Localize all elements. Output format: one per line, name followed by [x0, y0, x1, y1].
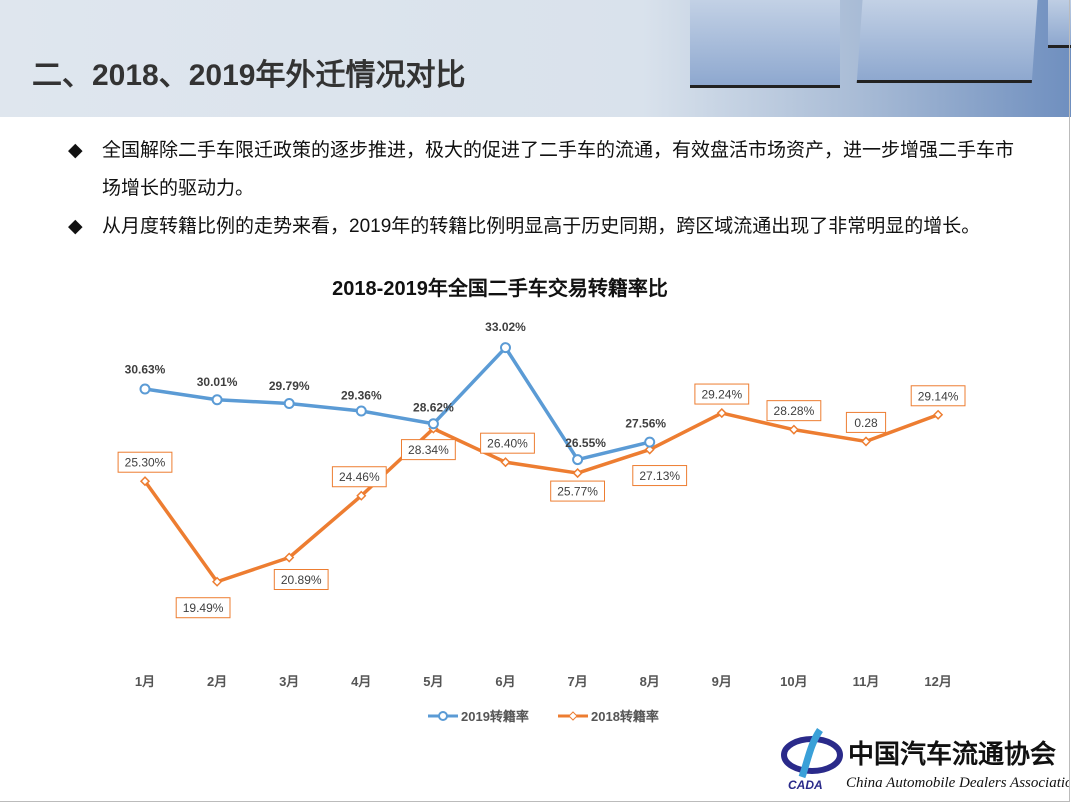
x-tick-label: 8月 [640, 674, 660, 689]
data-label: 0.28 [854, 416, 878, 430]
x-tick-label: 3月 [279, 674, 299, 689]
data-label: 27.56% [625, 417, 666, 431]
data-point [500, 342, 511, 354]
data-point [572, 468, 583, 479]
header-banner: 二、2018、2019年外迁情况对比 [0, 0, 1071, 117]
x-tick-label: 1月 [135, 674, 155, 689]
x-tick-label: 9月 [712, 674, 732, 689]
data-point [644, 444, 655, 455]
data-label-box [845, 411, 887, 433]
data-point [427, 418, 439, 430]
data-label: 28.28% [774, 404, 815, 418]
data-point [716, 407, 727, 419]
bullet-item: ◆ 全国解除二手车限迁政策的逐步推进，极大的促进了二手车的流通，有效盘活市场资产… [68, 132, 1028, 208]
svg-text:CADA: CADA [788, 778, 823, 792]
data-label: 29.14% [918, 389, 959, 403]
data-label: 30.01% [197, 375, 238, 389]
data-point [644, 436, 656, 448]
page-title: 二、2018、2019年外迁情况对比 [32, 59, 466, 92]
series-line-0 [144, 345, 651, 462]
data-label: 29.79% [269, 379, 310, 393]
data-point [212, 576, 223, 587]
data-label-box [694, 383, 750, 405]
cada-logo: CADA 中国汽车流通协会 China Automobile Dealers A… [780, 725, 1070, 795]
data-label-box [766, 400, 822, 422]
data-label: 20.89% [281, 573, 322, 587]
data-label: 28.62% [413, 400, 454, 414]
data-label-box [550, 480, 606, 502]
decorative-cube [690, 0, 840, 88]
data-label-box [273, 569, 329, 591]
x-tick-label: 5月 [423, 674, 443, 689]
diamond-bullet-icon: ◆ [68, 216, 83, 237]
data-point [933, 409, 944, 420]
legend-label: 2018转籍率 [591, 709, 659, 724]
data-label-box [480, 432, 535, 454]
data-label: 26.55% [565, 436, 606, 450]
data-label: 29.36% [341, 388, 382, 402]
data-point [356, 490, 367, 501]
data-label: 33.02% [485, 320, 526, 334]
x-tick-label: 6月 [495, 674, 515, 689]
data-label-box [401, 439, 456, 461]
data-label-box [331, 466, 387, 488]
data-point [211, 394, 223, 406]
chart-title: 2018-2019年全国二手车交易转籍率比 [332, 278, 668, 300]
data-point [139, 476, 151, 487]
data-label: 25.30% [125, 456, 166, 470]
data-label: 29.24% [701, 388, 742, 402]
svg-text:China Automobile Dealers Assoc: China Automobile Dealers Association [846, 775, 1070, 791]
data-label-box [175, 597, 231, 619]
data-point [788, 424, 799, 435]
data-label: 27.13% [639, 469, 680, 483]
data-point [500, 457, 511, 468]
x-tick-label: 11月 [853, 674, 880, 689]
data-label: 26.40% [487, 437, 528, 451]
data-label: 25.77% [557, 485, 598, 499]
data-label: 19.49% [183, 601, 224, 615]
legend-marker [438, 711, 448, 721]
diamond-bullet-icon: ◆ [68, 140, 83, 161]
bullet-text: 从月度转籍比例的走势来看，2019年的转籍比例明显高于历史同期，跨区域流通出现了… [102, 216, 981, 237]
data-point [572, 454, 584, 466]
svg-text:中国汽车流通协会: 中国汽车流通协会 [848, 739, 1056, 770]
data-point [860, 436, 872, 447]
data-point [355, 405, 367, 417]
data-label: 28.34% [408, 443, 449, 457]
data-label-box [632, 465, 688, 487]
x-tick-label: 2月 [207, 674, 227, 689]
data-label: 24.46% [339, 470, 380, 484]
data-point [139, 383, 151, 395]
bullet-text: 全国解除二手车限迁政策的逐步推进，极大的促进了二手车的流通，有效盘活市场资产，进… [102, 140, 1015, 199]
series-line-1 [143, 411, 939, 584]
data-point [283, 398, 295, 410]
legend-label: 2019转籍率 [461, 709, 529, 724]
legend-marker [568, 711, 578, 721]
x-tick-label: 10月 [780, 674, 807, 689]
data-label: 30.63% [125, 363, 166, 377]
data-label-box [910, 385, 966, 407]
x-tick-label: 12月 [924, 674, 951, 689]
bullet-item: ◆ 从月度转籍比例的走势来看，2019年的转籍比例明显高于历史同期，跨区域流通出… [68, 208, 1028, 246]
x-tick-label: 4月 [351, 674, 371, 689]
data-point [284, 552, 295, 563]
data-label-box [117, 451, 173, 473]
decorative-cube [1048, 0, 1071, 48]
x-tick-label: 7月 [567, 674, 587, 689]
